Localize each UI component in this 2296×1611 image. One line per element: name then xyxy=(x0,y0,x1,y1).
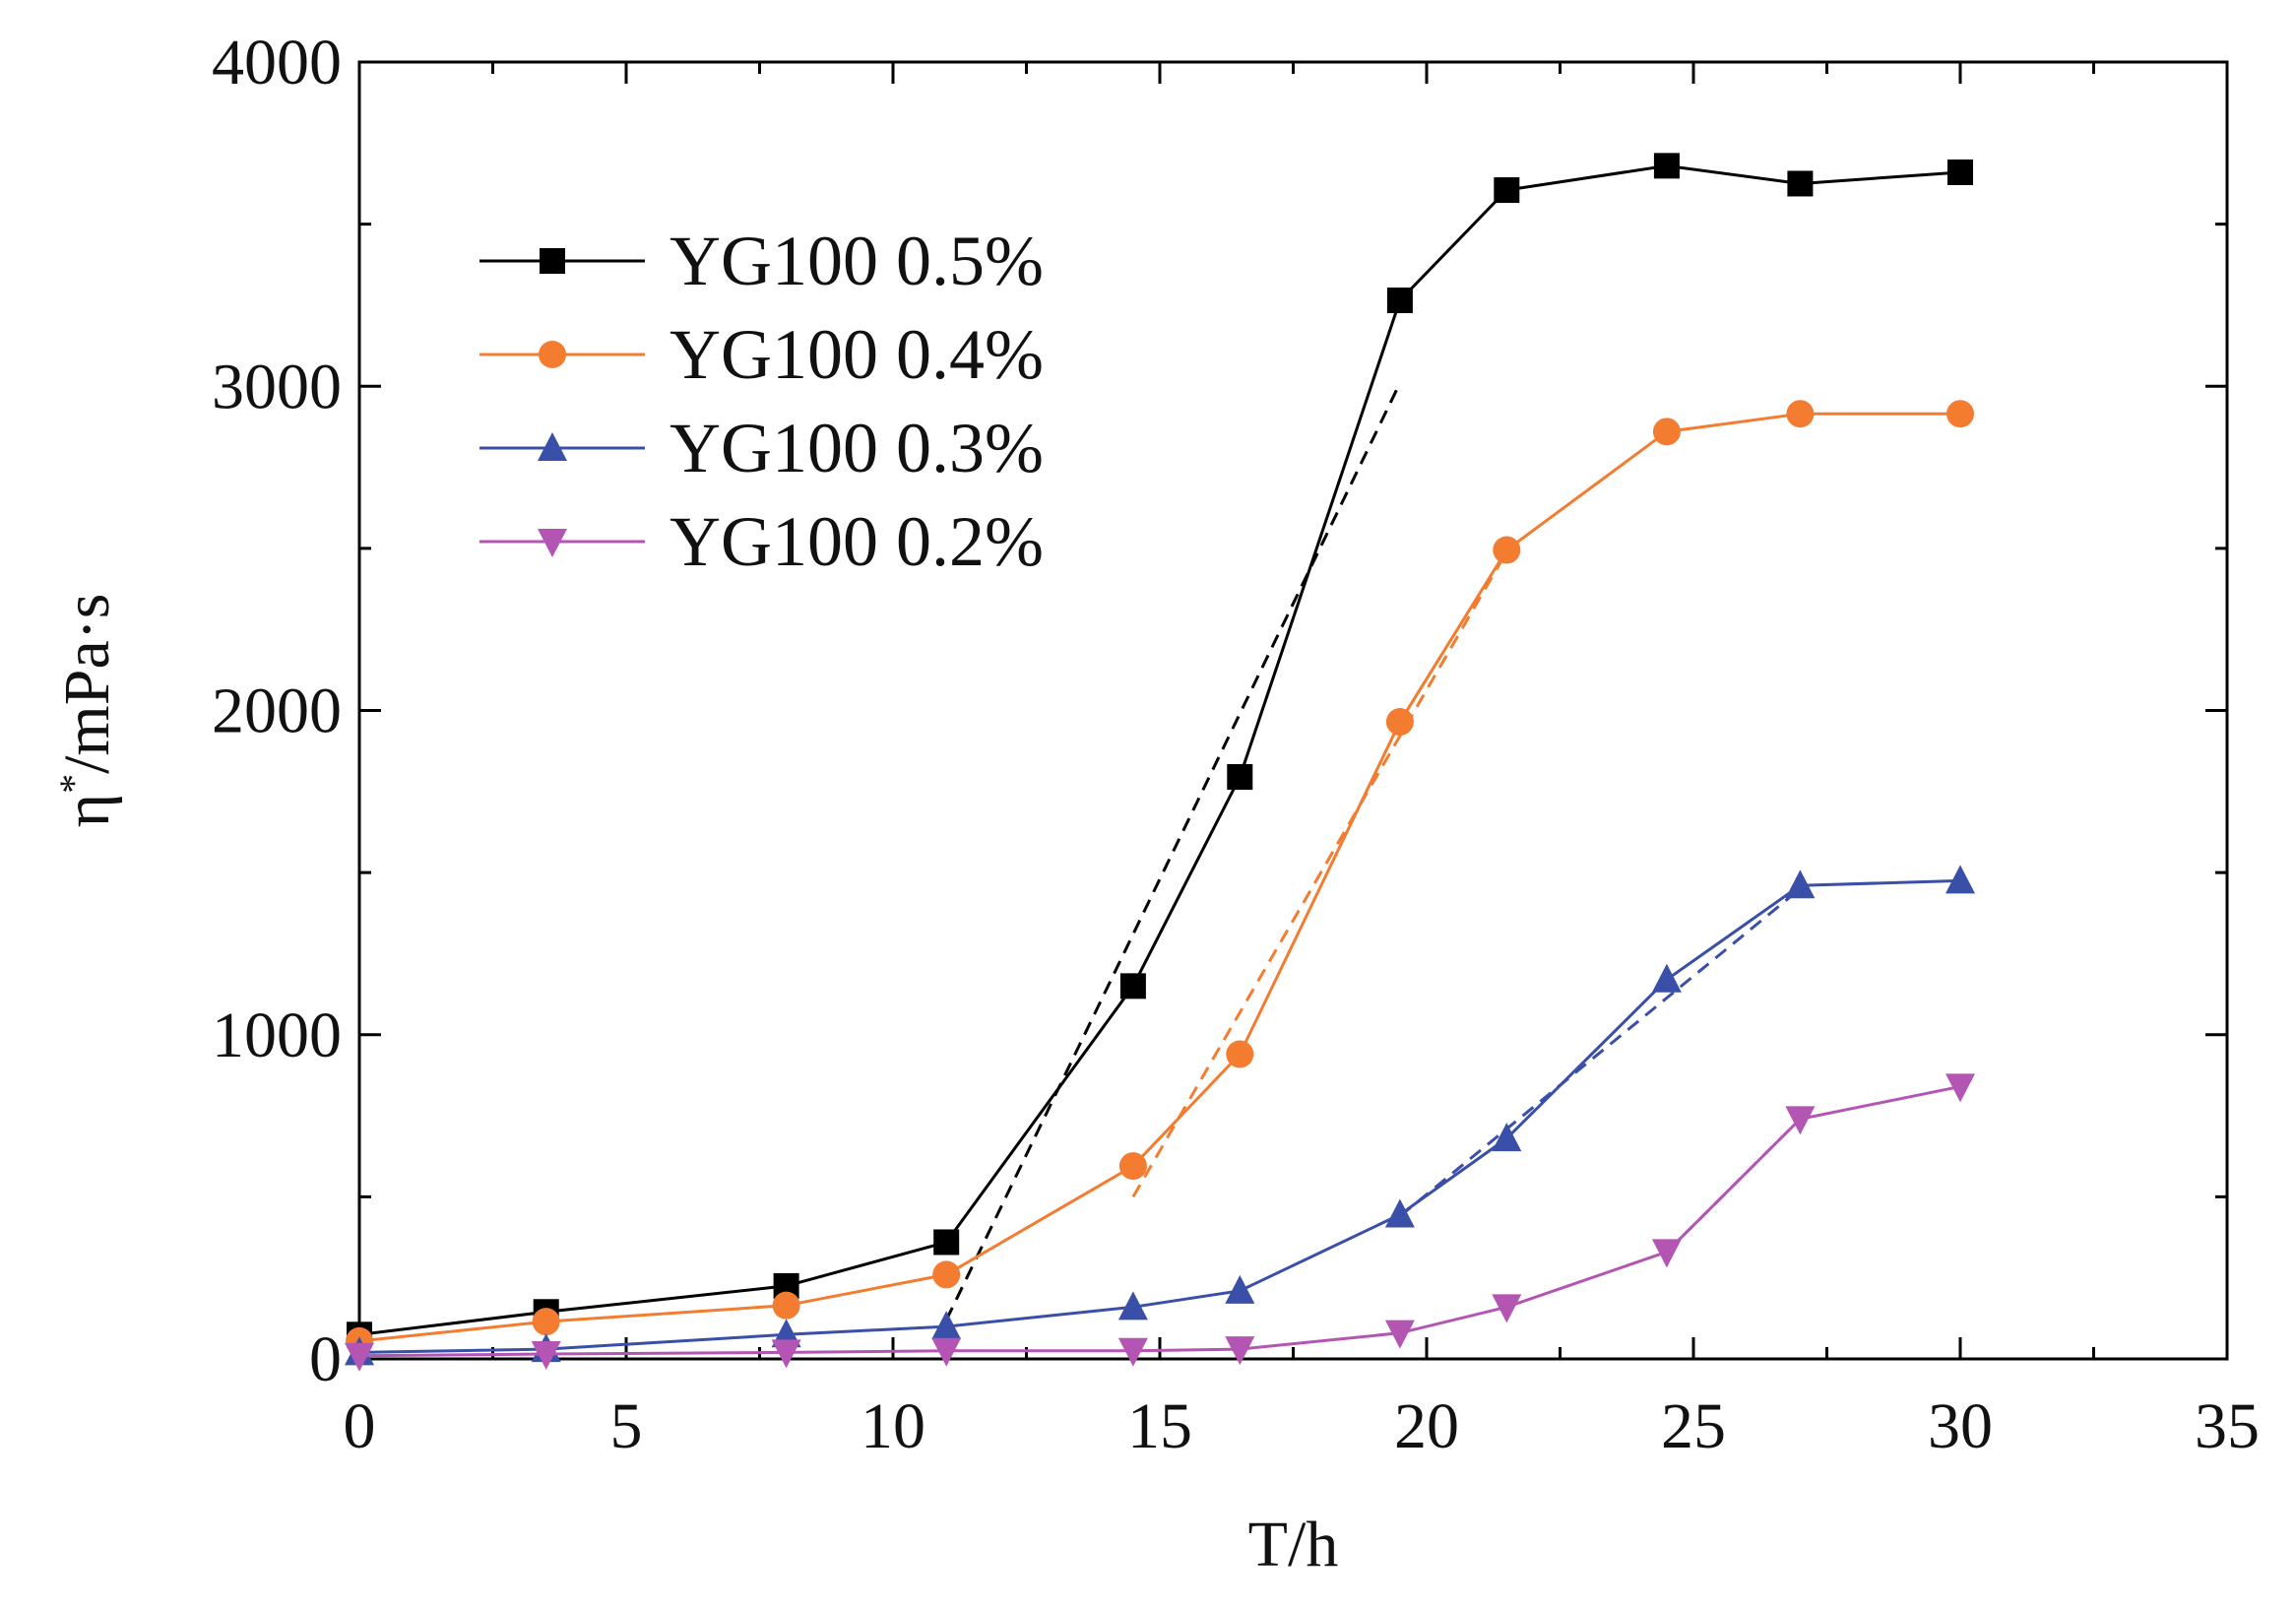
series-2-point xyxy=(932,1260,961,1289)
legend-label: YG100 0.4% xyxy=(670,315,1044,394)
data-series xyxy=(345,153,1975,1372)
series-2-point xyxy=(1493,536,1521,564)
series-2-point xyxy=(1226,1040,1254,1068)
series-1-fit-line xyxy=(944,382,1402,1321)
series-2-point xyxy=(1786,400,1815,428)
legend-marker xyxy=(538,432,567,461)
x-tick-label: 25 xyxy=(1661,1390,1726,1462)
legend-label: YG100 0.2% xyxy=(670,502,1044,581)
legend-label: YG100 0.5% xyxy=(670,222,1044,300)
series-4-point xyxy=(1384,1320,1415,1349)
y-axis-label-symbol: η xyxy=(51,794,123,828)
legend-label: YG100 0.3% xyxy=(670,409,1044,487)
series-3-point xyxy=(1945,865,1975,894)
series-1-point xyxy=(1947,159,1973,185)
x-tick-label: 20 xyxy=(1394,1390,1459,1462)
series-1-point xyxy=(1787,170,1814,197)
x-axis-label: T/h xyxy=(1248,1509,1339,1580)
axis-ticks: 0 5 10 15 20 25 30 35 0 1000 2000 3000 4000 xyxy=(212,27,2260,1462)
series-4-point xyxy=(531,1341,561,1371)
series-4-point xyxy=(1492,1294,1522,1323)
y-tick-label: 1000 xyxy=(212,999,342,1071)
x-tick-label: 10 xyxy=(861,1390,925,1462)
series-2-point xyxy=(1652,418,1681,446)
series-2-point xyxy=(1385,708,1414,737)
series-2-point xyxy=(532,1308,560,1336)
series-1-point xyxy=(1386,287,1413,313)
series-2-point xyxy=(772,1291,800,1320)
series-1-point xyxy=(1653,153,1680,179)
x-tick-label: 5 xyxy=(610,1390,643,1462)
legend-marker xyxy=(540,248,565,274)
x-tick-label: 15 xyxy=(1127,1390,1192,1462)
series-3-point xyxy=(1651,963,1682,993)
series-4-point xyxy=(1117,1337,1148,1367)
x-tick-label: 30 xyxy=(1928,1390,1993,1462)
legend-marker xyxy=(539,341,566,368)
series-4-point xyxy=(1651,1239,1682,1268)
x-tick-label: 35 xyxy=(2195,1390,2260,1462)
y-tick-label: 0 xyxy=(309,1323,342,1395)
y-tick-label: 4000 xyxy=(212,27,342,98)
series-3-point xyxy=(931,1311,962,1340)
series-4-point xyxy=(1945,1073,1975,1103)
series-2-fit-line xyxy=(1131,550,1508,1198)
series-3-point xyxy=(1785,870,1816,899)
series-3-point xyxy=(1117,1291,1148,1321)
series-1-point xyxy=(1227,763,1253,790)
series-3-point xyxy=(1492,1123,1522,1152)
series-4-point xyxy=(771,1339,801,1369)
y-tick-label: 3000 xyxy=(212,351,342,422)
y-axis-label: η*/mPa·s xyxy=(51,594,124,828)
series-1-point xyxy=(1119,973,1146,999)
y-axis-label-unit: /mPa·s xyxy=(51,594,123,774)
legend: YG100 0.5% YG100 0.4% YG100 0.3% YG100 0.2% xyxy=(479,222,1044,581)
legend-marker xyxy=(538,529,567,557)
y-tick-label: 2000 xyxy=(212,676,342,747)
series-2-point xyxy=(1946,400,1974,428)
series-4-point xyxy=(931,1337,962,1367)
series-4-point xyxy=(345,1342,374,1372)
series-4-point xyxy=(1225,1336,1255,1366)
x-tick-label: 0 xyxy=(344,1390,376,1462)
series-1-point xyxy=(1494,177,1520,204)
series-3-fit-line xyxy=(1398,887,1802,1218)
series-3-point xyxy=(1384,1198,1415,1228)
series-4-point xyxy=(1785,1106,1816,1135)
series-3-point xyxy=(1225,1274,1255,1304)
series-2-point xyxy=(1118,1152,1147,1181)
series-1-point xyxy=(933,1229,960,1256)
y-axis-label-superscript: * xyxy=(51,774,96,794)
